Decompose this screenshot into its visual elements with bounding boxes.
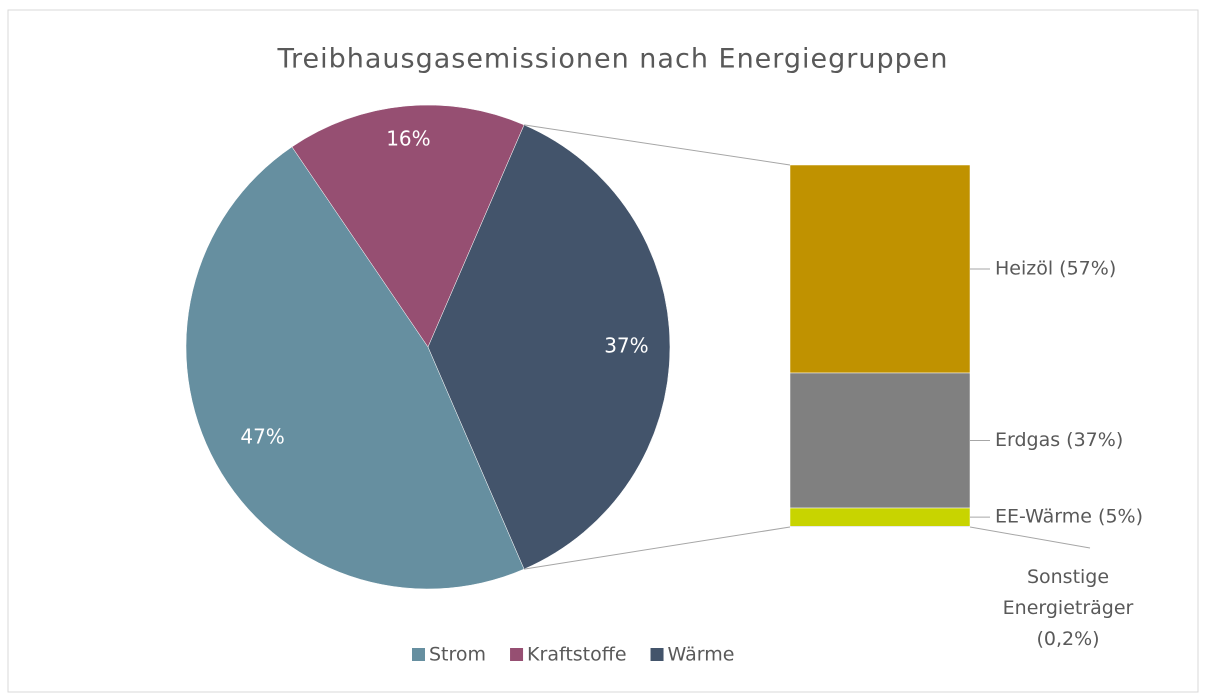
data-label: Sonstige Energieträger (0,2%): [1003, 566, 1134, 650]
legend-swatch: [510, 648, 524, 661]
legend-label: Kraftstoffe: [527, 644, 626, 666]
label-line: Energieträger: [1003, 597, 1134, 619]
bar-segment: [789, 164, 971, 374]
data-label: EE-Wärme (5%): [995, 506, 1143, 528]
connector-line: [524, 526, 791, 570]
bar-segment: [789, 372, 971, 509]
legend-swatch: [650, 648, 664, 661]
connector-line: [524, 124, 791, 166]
pie-slice: [185, 146, 525, 590]
bar-segment: [789, 526, 971, 528]
pie-slice: [291, 104, 525, 348]
data-label: 16%: [386, 126, 430, 150]
data-label: Heizöl (57%): [995, 258, 1116, 280]
legend-label: Wärme: [668, 644, 735, 666]
data-label: 37%: [604, 334, 648, 358]
label-line: Sonstige: [1027, 566, 1109, 588]
chart-title: Treibhausgasemissionen nach Energiegrupp…: [276, 44, 948, 75]
bar-segment: [789, 507, 971, 527]
legend-label: Strom: [429, 644, 486, 666]
pie-slice: [427, 124, 671, 570]
data-label: 47%: [240, 424, 284, 448]
leader-line: [969, 526, 1091, 549]
legend-swatch: [412, 648, 425, 661]
data-label: Erdgas (37%): [995, 429, 1123, 451]
label-line: (0,2%): [1036, 628, 1099, 650]
